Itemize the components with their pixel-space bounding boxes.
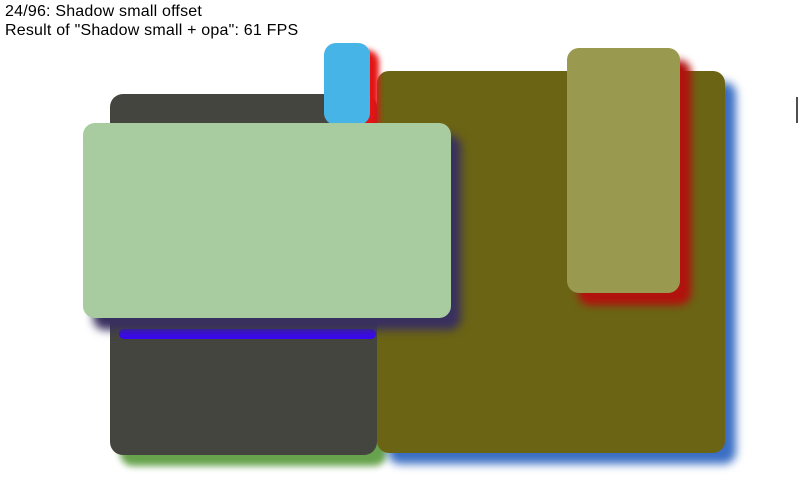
edge-sliver-bar (796, 97, 798, 123)
sage-card (83, 123, 451, 318)
test-result-label: Result of "Shadow small + opa": 61 FPS (5, 22, 299, 39)
khaki-card (567, 48, 680, 293)
benchmark-status-text: 24/96: Shadow small offset Result of "Sh… (5, 2, 298, 40)
test-progress-label: 24/96: Shadow small offset (5, 3, 203, 20)
indigo-shadow-strip (119, 329, 376, 339)
sky-card (324, 43, 370, 125)
